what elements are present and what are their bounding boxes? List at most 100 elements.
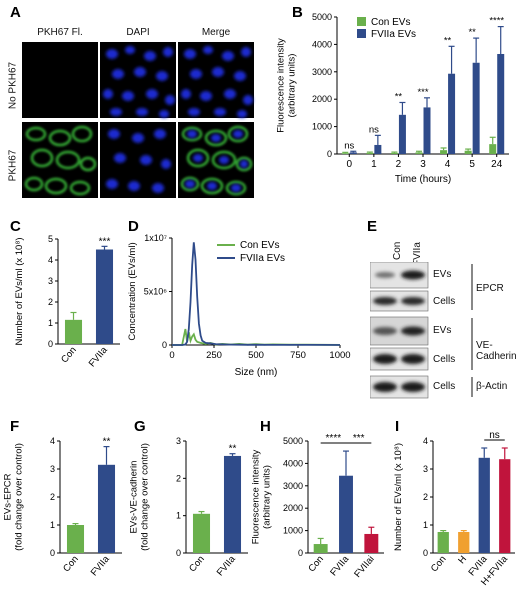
- y-tick-label: 5000: [312, 12, 332, 22]
- x-tick-label: 750: [290, 350, 306, 361]
- blot-epcr-evs: [370, 262, 429, 289]
- panel-letter-b: B: [292, 4, 303, 21]
- bar: [97, 464, 116, 553]
- y-tick-label: 2: [423, 492, 428, 502]
- bar: [499, 459, 511, 553]
- y-tick-label: 0: [48, 339, 53, 349]
- x-tick-label: FVIIa: [328, 553, 351, 578]
- y-tick-label: 0: [423, 548, 428, 558]
- y-tick-label: 2: [176, 473, 181, 483]
- bar: [64, 319, 83, 344]
- panel-letter-i: I: [395, 418, 400, 435]
- blot-label-beta-actin-cells: Cells: [433, 381, 456, 392]
- x-tick-label: FVIIa: [89, 553, 112, 578]
- x-axis-label: Size (nm): [235, 367, 278, 378]
- legend-label: Con EVs: [240, 240, 279, 251]
- y-tick-label: 0: [298, 548, 303, 558]
- image-pkh67-merge: [178, 122, 254, 198]
- bar: [374, 144, 382, 154]
- significance-label: ns: [369, 124, 379, 135]
- blot-images: [370, 262, 473, 399]
- y-tick-label: 1: [423, 520, 428, 530]
- y-tick-label: 0: [327, 149, 332, 159]
- y-tick-label: 3: [50, 464, 55, 474]
- image-pkh67-dapi: [100, 122, 176, 198]
- y-tick-label: 4000: [283, 458, 303, 468]
- y-tick-label: 2: [50, 492, 55, 502]
- y-tick-label: 0: [162, 340, 167, 350]
- legend-label: FVIIa EVs: [240, 253, 285, 264]
- chart-evs-epcr: 0 1 2 3 4 EVs-EPCR (fold change over control) C…: [3, 436, 122, 578]
- significance-label: **: [468, 27, 476, 38]
- bar: [440, 150, 448, 154]
- y-tick-label: 1000: [283, 526, 303, 536]
- bar: [497, 53, 505, 154]
- y-tick-label: 5: [48, 234, 53, 244]
- blot-label-ve-cadherin-cells: Cells: [433, 354, 456, 365]
- legend-label: FVIIa EVs: [371, 29, 416, 40]
- x-tick-label: 250: [206, 350, 222, 361]
- blot-label-epcr-evs: EVs: [433, 269, 452, 280]
- x-tick-label: FVIIai: [352, 554, 376, 580]
- panel-letter-h: H: [260, 418, 271, 435]
- significance-label: ***: [99, 236, 111, 247]
- bar: [349, 152, 357, 154]
- significance-label: ***: [353, 433, 365, 444]
- row-label-pkh67: PKH67: [7, 149, 19, 182]
- lane-labels: Con FVIIa: [392, 236, 452, 266]
- blot-group-epcr: EPCR: [476, 283, 504, 294]
- y-axis-label: (fold change over control): [14, 443, 25, 551]
- panel-letter-a: A: [10, 4, 21, 21]
- x-tick-label: H: [456, 554, 469, 566]
- image-pkh67-fluorescence: [22, 122, 98, 198]
- y-tick-label: 1: [176, 511, 181, 521]
- y-axis-label: (arbitrary units): [287, 54, 298, 118]
- series-line-fviia-evs: [172, 242, 341, 346]
- bar: [390, 152, 398, 154]
- blot-label-epcr-cells: Cells: [433, 296, 456, 307]
- panel-letter-d: D: [128, 218, 139, 235]
- legend-swatch: [357, 17, 366, 26]
- y-tick-label: 3: [423, 464, 428, 474]
- bar: [448, 73, 456, 154]
- x-tick-label: 24: [491, 159, 503, 170]
- chart-evs-ve-cadherin: 0 1 2 3 EVs-VE-cadherin (fold change over con…: [129, 436, 248, 578]
- legend-swatch: [357, 29, 366, 38]
- y-tick-label: 0: [176, 548, 181, 558]
- bar: [313, 544, 328, 553]
- bar: [341, 153, 349, 154]
- panel-letter-e: E: [367, 218, 378, 235]
- bar: [464, 150, 472, 154]
- column-label-pkh67: PKH67 Fl.: [37, 27, 83, 38]
- chart-fluorescence-time-course: 0 1000 2000 3000 4000 5000 Fluorescence intens…: [276, 12, 509, 185]
- blot-label-ve-cadherin-evs: EVs: [433, 325, 452, 336]
- legend-label: Con EVs: [371, 17, 410, 28]
- bar: [458, 532, 470, 553]
- blot-group-ve-cadherin: VE-Cadherin: [476, 340, 517, 362]
- y-axis-label: Fluorescence intensity: [251, 449, 262, 544]
- x-tick-label: 0: [169, 350, 174, 361]
- significance-label: ***: [417, 87, 428, 98]
- x-tick-label: Con: [59, 345, 79, 365]
- y-axis-label: Number of EVs/ml (x 10⁸): [14, 237, 25, 345]
- bar: [478, 457, 490, 553]
- image-no-pkh67-fluorescence: [22, 42, 98, 118]
- significance-label: **: [444, 35, 452, 46]
- bar: [423, 107, 431, 154]
- y-tick-label: 2000: [283, 503, 303, 513]
- x-tick-label: 1000: [329, 350, 350, 361]
- significance-label: **: [395, 91, 403, 102]
- column-label-merge: Merge: [201, 27, 231, 38]
- x-tick-label: Con: [306, 554, 326, 574]
- y-tick-label: 1: [50, 520, 55, 530]
- y-axis-label: Concentration (EVs/ml): [127, 242, 138, 340]
- y-tick-label: 3: [176, 436, 181, 446]
- y-axis-label: (fold change over control): [140, 443, 151, 551]
- y-tick-label: 1x10⁷: [144, 233, 167, 243]
- x-tick-label: 0: [347, 159, 353, 170]
- bar: [66, 525, 85, 553]
- y-tick-label: 5000: [283, 436, 303, 446]
- y-axis-label: (arbitrary units): [262, 465, 273, 529]
- bar: [366, 152, 374, 154]
- significance-label: ****: [489, 16, 504, 27]
